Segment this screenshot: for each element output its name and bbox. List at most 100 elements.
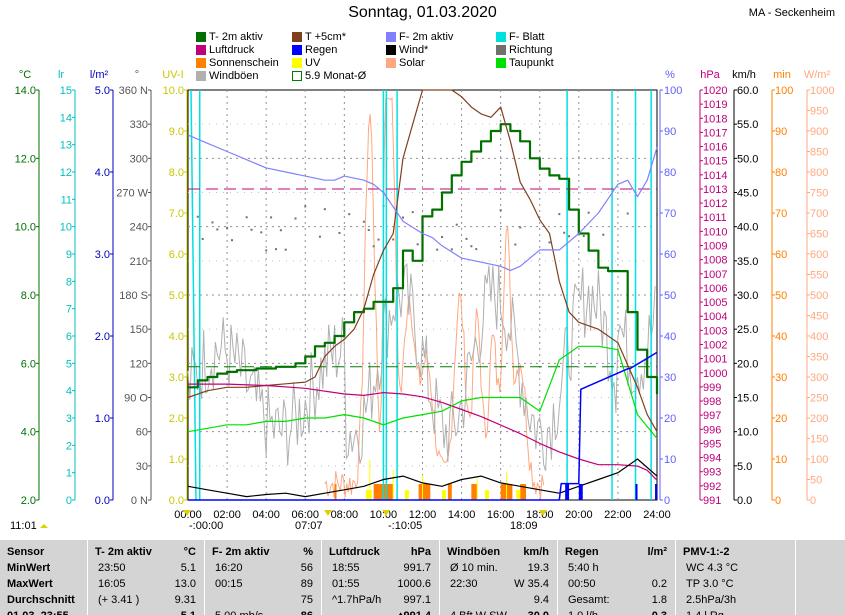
- series-rain-line: [188, 351, 658, 501]
- legend-swatch: [386, 45, 396, 56]
- table-cell-label: (+ 3.41 ): [98, 594, 140, 606]
- y-tick-label-pressure: 1003: [703, 325, 727, 337]
- series-direction-dot: [470, 245, 473, 248]
- axis-unit-solar: W/m²: [804, 69, 831, 81]
- series-direction-dot: [626, 212, 629, 215]
- table-column: Windböen km/h Ø 10 min. 19.3 22:30 W 35.4 9.4 4…: [440, 540, 558, 615]
- legend-label: Regen: [305, 44, 338, 57]
- y-tick-label-speed: 35.0: [737, 256, 758, 268]
- x-tick-label: 20:00: [565, 509, 593, 521]
- series-soil-temp-line: [187, 89, 658, 432]
- y-tick-label-humidity: 20: [664, 413, 676, 425]
- y-tick-label-minutes: 40: [775, 331, 787, 343]
- y-tick-label-direction: 360 N: [119, 85, 148, 97]
- y-tick-label-solar: 1000: [810, 85, 834, 97]
- sunset-marker-icon: [539, 510, 547, 516]
- axis-unit-temp: °C: [19, 69, 31, 81]
- y-tick-label-leaf: 9: [66, 249, 72, 261]
- series-sunshine-bar: [418, 484, 431, 500]
- y-tick-label-humidity: 100: [664, 85, 682, 97]
- table-cell-label: 01:55: [332, 578, 360, 590]
- y-tick-label-temp: 12.0: [15, 153, 36, 165]
- y-tick-label-pressure: 999: [703, 382, 721, 394]
- y-tick-label-humidity: 70: [664, 208, 676, 220]
- noon-marker-icon: [382, 510, 390, 516]
- table-header-unit: %: [303, 546, 313, 558]
- table-cell-value: 5.1: [181, 610, 196, 615]
- axis-unit-pressure: hPa: [700, 69, 720, 81]
- legend-label: 5.9 Monat-Ø: [305, 70, 367, 83]
- table-cell-label: MinWert: [7, 562, 51, 574]
- table-cell-value: W 35.4: [514, 578, 549, 590]
- y-tick-label-pressure: 1005: [703, 297, 727, 309]
- x-tick-label: 02:00: [213, 509, 241, 521]
- y-tick-label-speed: 30.0: [737, 290, 758, 302]
- table-column: Sensor MinWert MaxWert Durchschnitt 01.03. 2…: [0, 540, 88, 615]
- series-direction-dot: [514, 243, 517, 246]
- y-tick-label-speed: 25.0: [737, 324, 758, 336]
- y-tick-label-pressure: 1008: [703, 255, 727, 267]
- series-direction-dot: [411, 211, 414, 214]
- series-direction-dot: [284, 248, 287, 251]
- table-cell-value: 997.1: [403, 594, 431, 606]
- series-direction-dot: [230, 239, 233, 242]
- series-sunshine-bar: [520, 484, 527, 500]
- y-tick-label-pressure: 1011: [703, 212, 727, 224]
- y-tick-label-direction: 300: [130, 153, 148, 165]
- y-tick-label-temp: 4.0: [21, 427, 36, 439]
- series-direction-dot: [558, 213, 561, 216]
- series-direction-dot: [455, 223, 458, 226]
- y-tick-label-minutes: 30: [775, 372, 787, 384]
- y-tick-label-humidity: 50: [664, 290, 676, 302]
- series-direction-dot: [201, 237, 204, 240]
- y-tick-label-speed: 10.0: [737, 427, 758, 439]
- y-tick-label-humidity: 90: [664, 126, 676, 138]
- legend-swatch: [292, 32, 302, 43]
- legend: T- 2m aktiv T +5cm* F- 2m aktiv F- Blatt Luf…: [196, 31, 636, 83]
- table-cell-label: 22:30: [450, 578, 478, 590]
- legend-item: Sonnenschein: [196, 57, 279, 70]
- series-sunshine-bar: [471, 484, 478, 500]
- axis-unit-rainrate: l/m²: [90, 69, 109, 81]
- axis-unit-speed: km/h: [732, 69, 756, 81]
- y-tick-label-leaf: 6: [66, 331, 72, 343]
- legend-label: UV: [305, 57, 321, 70]
- y-tick-label-solar: 500: [810, 290, 828, 302]
- y-tick-label-direction: 270 W: [116, 188, 148, 200]
- series-direction-dot: [260, 231, 263, 234]
- table-header: Sensor: [7, 546, 45, 558]
- table-header-unit: °C: [183, 546, 196, 558]
- y-tick-label-pressure: 1018: [703, 113, 727, 125]
- y-tick-label-rainrate: 2.0: [95, 331, 110, 343]
- y-tick-label-speed: 45.0: [737, 188, 758, 200]
- y-tick-label-uv: 7.0: [169, 208, 184, 220]
- x-tick-label: 18:00: [526, 509, 554, 521]
- y-tick-label-speed: 5.0: [737, 461, 752, 473]
- y-tick-label-temp: 14.0: [15, 85, 36, 97]
- table-header-unit: km/h: [523, 546, 549, 558]
- y-tick-label-pressure: 1000: [703, 368, 727, 380]
- y-tick-label-uv: 5.0: [169, 290, 184, 302]
- series-direction-dot: [318, 235, 321, 238]
- y-tick-label-pressure: 995: [703, 438, 721, 450]
- y-tick-label-direction: 240: [130, 222, 148, 234]
- y-tick-label-pressure: 997: [703, 410, 721, 422]
- series-direction-dot: [265, 249, 268, 252]
- y-tick-label-minutes: 10: [775, 454, 787, 466]
- y-tick-label-solar: 750: [810, 188, 828, 200]
- legend-label: Windböen: [209, 70, 259, 83]
- chart-title: Sonntag, 01.03.2020: [348, 4, 497, 21]
- y-tick-label-uv: 8.0: [169, 167, 184, 179]
- series-humidity-line: [187, 134, 658, 271]
- table-cell-label: 1.4 l Rg: [686, 610, 724, 615]
- series-direction-dot: [475, 248, 478, 251]
- y-tick-label-rainrate: 4.0: [95, 167, 110, 179]
- table-cell-value: 9.31: [174, 594, 196, 606]
- y-tick-label-pressure: 1013: [703, 184, 727, 196]
- y-tick-label-minutes: 100: [775, 85, 793, 97]
- legend-swatch: [196, 71, 206, 82]
- y-tick-label-direction: 120: [130, 358, 148, 370]
- axis-unit-direction: °: [135, 69, 139, 81]
- start-marker-icon: [183, 510, 191, 516]
- y-tick-label-uv: 1.0: [169, 454, 184, 466]
